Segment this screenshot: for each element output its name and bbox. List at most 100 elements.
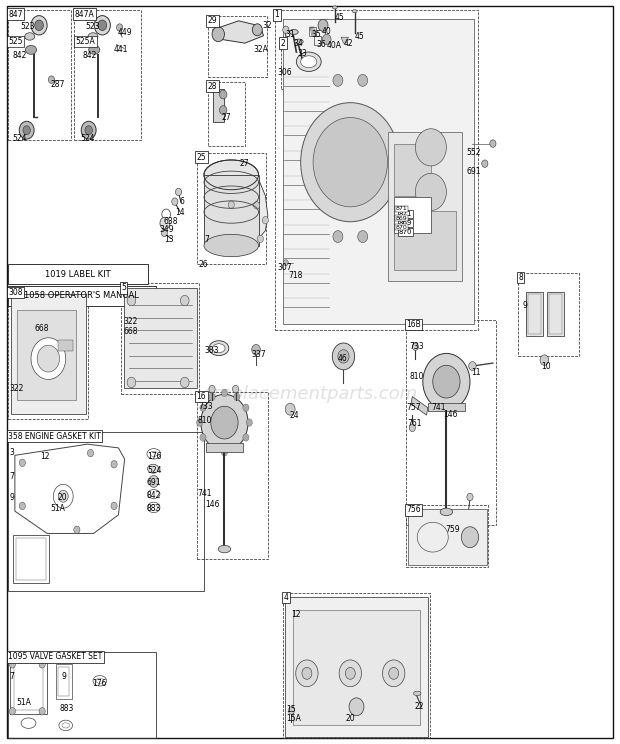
- Text: 691: 691: [147, 478, 161, 487]
- Text: 51A: 51A: [16, 698, 31, 707]
- Bar: [16, 538, 46, 580]
- Circle shape: [433, 365, 460, 398]
- Text: 12: 12: [291, 610, 301, 619]
- Circle shape: [160, 217, 170, 229]
- Text: 524: 524: [81, 134, 95, 143]
- Ellipse shape: [25, 45, 37, 54]
- Text: 524: 524: [147, 466, 161, 475]
- Circle shape: [209, 393, 215, 400]
- Circle shape: [175, 188, 182, 196]
- Circle shape: [469, 362, 476, 371]
- Circle shape: [345, 667, 355, 679]
- Text: 146: 146: [205, 500, 219, 509]
- Text: 176: 176: [147, 452, 161, 461]
- Text: 22: 22: [414, 702, 423, 711]
- Circle shape: [211, 240, 217, 248]
- Text: 869: 869: [399, 220, 412, 226]
- Bar: [388, 132, 462, 281]
- Circle shape: [19, 502, 25, 510]
- Text: 842: 842: [12, 51, 27, 60]
- Circle shape: [389, 667, 399, 679]
- Circle shape: [39, 661, 45, 668]
- Circle shape: [313, 118, 388, 207]
- Text: 525A: 525A: [76, 37, 95, 46]
- Circle shape: [332, 343, 355, 370]
- Circle shape: [211, 406, 238, 439]
- Text: 27: 27: [240, 159, 250, 168]
- Circle shape: [200, 404, 206, 411]
- Circle shape: [415, 129, 446, 166]
- Circle shape: [412, 343, 418, 350]
- Text: 14: 14: [175, 208, 185, 217]
- Text: 759: 759: [445, 525, 460, 534]
- Circle shape: [221, 389, 228, 397]
- Circle shape: [48, 76, 55, 83]
- Circle shape: [81, 121, 96, 139]
- Ellipse shape: [148, 464, 159, 473]
- Circle shape: [285, 403, 295, 415]
- Bar: [8, 286, 156, 306]
- Circle shape: [283, 26, 289, 33]
- Ellipse shape: [204, 160, 259, 190]
- Circle shape: [31, 16, 47, 35]
- Text: 524: 524: [12, 134, 27, 143]
- Text: 2: 2: [281, 39, 286, 48]
- Text: 9: 9: [62, 672, 67, 681]
- Text: 7: 7: [9, 672, 14, 681]
- Ellipse shape: [414, 691, 421, 696]
- Circle shape: [288, 707, 294, 714]
- Bar: [428, 403, 465, 411]
- Ellipse shape: [88, 33, 98, 40]
- Text: 718: 718: [288, 271, 303, 280]
- Text: 668: 668: [34, 324, 48, 333]
- Text: 4: 4: [283, 593, 288, 602]
- Circle shape: [200, 434, 206, 441]
- Circle shape: [339, 660, 361, 687]
- Bar: [58, 667, 69, 696]
- Ellipse shape: [301, 56, 317, 68]
- Ellipse shape: [25, 33, 35, 40]
- Circle shape: [209, 385, 215, 393]
- Circle shape: [127, 377, 136, 388]
- Bar: [121, 283, 199, 394]
- Bar: [56, 664, 72, 699]
- Text: 741: 741: [432, 403, 446, 411]
- Bar: [208, 16, 267, 77]
- Text: 24: 24: [290, 411, 299, 420]
- Circle shape: [219, 106, 227, 115]
- Text: 6: 6: [179, 197, 184, 206]
- Text: 810: 810: [409, 372, 423, 381]
- Circle shape: [37, 345, 60, 372]
- Text: 883: 883: [147, 504, 161, 513]
- Text: 870: 870: [399, 229, 412, 235]
- Ellipse shape: [296, 52, 321, 71]
- Bar: [518, 273, 579, 356]
- Circle shape: [23, 126, 30, 135]
- Text: 51A: 51A: [51, 504, 66, 513]
- Bar: [8, 288, 88, 419]
- Circle shape: [19, 459, 25, 466]
- Circle shape: [467, 493, 473, 501]
- Bar: [285, 597, 428, 737]
- Text: 1: 1: [275, 10, 280, 19]
- Circle shape: [201, 394, 248, 451]
- Text: 1058 OPERATOR'S MANUAL: 1058 OPERATOR'S MANUAL: [24, 291, 140, 301]
- Bar: [11, 294, 86, 414]
- Circle shape: [252, 344, 260, 355]
- Circle shape: [333, 74, 343, 86]
- Text: 42: 42: [344, 39, 354, 48]
- Bar: [406, 505, 488, 567]
- Ellipse shape: [209, 341, 229, 356]
- Circle shape: [180, 295, 189, 306]
- Circle shape: [9, 708, 16, 715]
- Polygon shape: [213, 21, 264, 43]
- Bar: [8, 10, 71, 140]
- Text: 525: 525: [8, 37, 22, 46]
- Bar: [283, 19, 474, 324]
- Circle shape: [301, 103, 400, 222]
- Text: 46: 46: [338, 354, 348, 363]
- Text: 638: 638: [163, 217, 177, 225]
- Circle shape: [35, 20, 43, 31]
- Circle shape: [180, 377, 189, 388]
- Circle shape: [254, 202, 260, 209]
